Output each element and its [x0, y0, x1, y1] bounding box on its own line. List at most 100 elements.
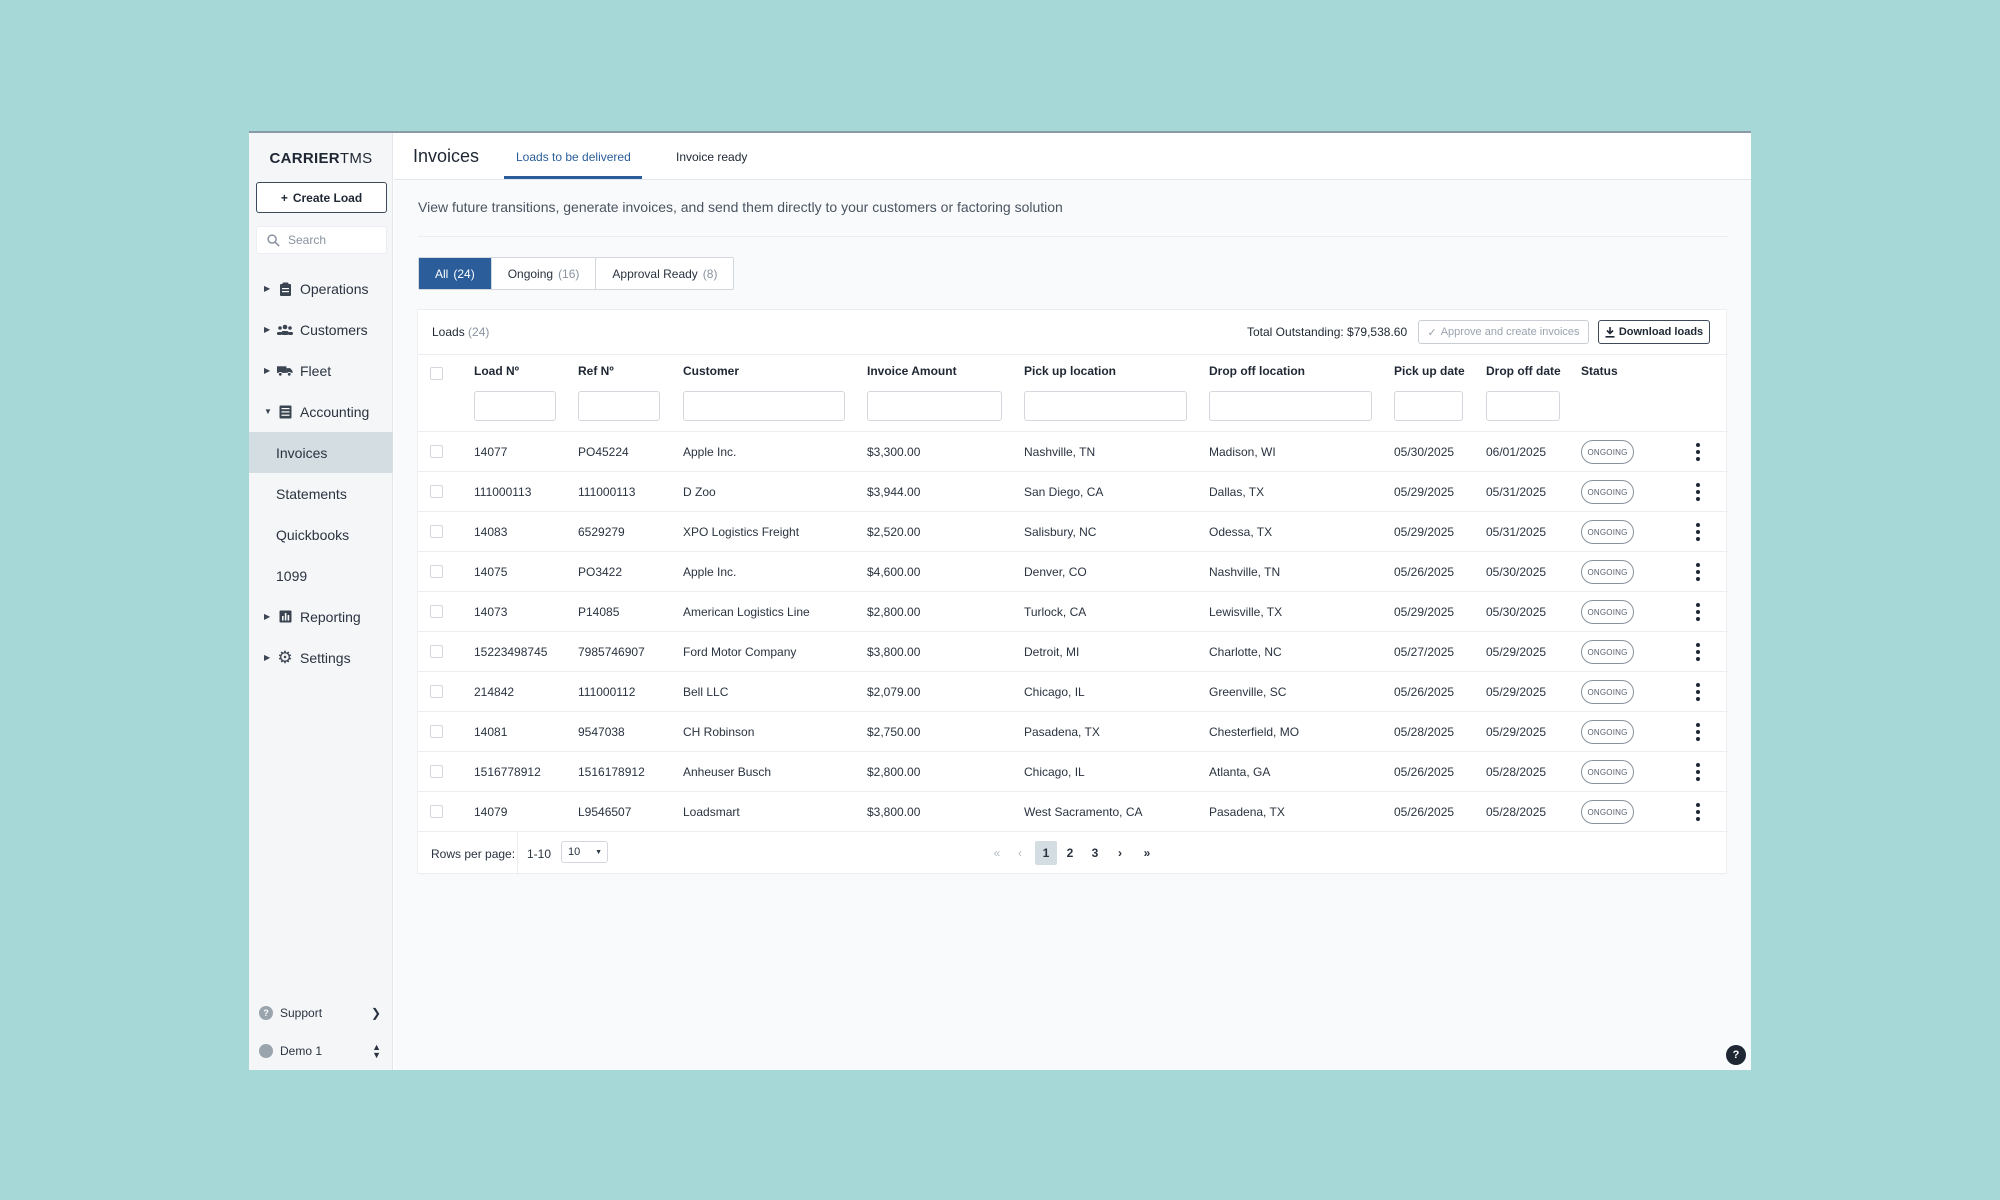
ref-number-cell: PO3422	[578, 565, 623, 579]
status-badge: ONGOING	[1581, 600, 1634, 624]
table-row[interactable]: 14079 L9546507 Loadsmart $3,800.00 West Sacr…	[418, 791, 1728, 831]
sidebar-item-settings[interactable]: ▶ ⚙ Settings	[264, 647, 351, 667]
more-options-icon[interactable]	[1695, 803, 1701, 821]
create-load-button[interactable]: + Create Load	[256, 182, 387, 213]
caret-right-icon: ▶	[264, 325, 271, 334]
page-2-button[interactable]: 2	[1066, 846, 1074, 860]
status-badge: ONGOING	[1581, 640, 1634, 664]
search-input[interactable]: Search	[256, 226, 387, 254]
more-options-icon[interactable]	[1695, 443, 1701, 461]
page-1-button[interactable]: 1	[1035, 841, 1057, 865]
pickup-location-cell: Detroit, MI	[1024, 645, 1080, 659]
invoice-amount-cell: $2,520.00	[867, 525, 921, 539]
row-checkbox[interactable]	[430, 525, 443, 538]
page-3-button[interactable]: 3	[1091, 846, 1099, 860]
page-size-select[interactable]: 10 ▼	[561, 841, 608, 863]
more-options-icon[interactable]	[1695, 723, 1701, 741]
column-header[interactable]: Drop off date	[1486, 364, 1561, 378]
column-header[interactable]: Status	[1581, 364, 1618, 378]
ref-number-filter-input[interactable]	[578, 391, 660, 421]
divider	[517, 832, 518, 875]
select-all-checkbox[interactable]	[430, 367, 443, 380]
dropoff-location-filter-input[interactable]	[1209, 391, 1372, 421]
column-header[interactable]: Customer	[683, 364, 740, 378]
load-number-cell: 14075	[474, 565, 508, 579]
more-options-icon[interactable]	[1695, 683, 1701, 701]
column-header[interactable]: Pick up date	[1394, 364, 1465, 378]
table-row[interactable]: 1516778912 1516178912 Anheuser Busch $2,800…	[418, 751, 1728, 791]
row-checkbox[interactable]	[430, 645, 443, 658]
table-row[interactable]: 14075 PO3422 Apple Inc. $4,600.00 Denver, CO…	[418, 551, 1728, 591]
sidebar-item-operations[interactable]: ▶ Operations	[264, 280, 369, 297]
column-header[interactable]: Drop off location	[1209, 364, 1305, 378]
support-link[interactable]: ? Support ❯	[249, 998, 393, 1028]
first-page-button[interactable]: «	[993, 846, 1001, 860]
dropoff-location-cell: Chesterfield, MO	[1209, 725, 1300, 739]
dropoff-location-cell: Madison, WI	[1209, 445, 1276, 459]
row-checkbox[interactable]	[430, 485, 443, 498]
filter-all-button[interactable]: All (24)	[419, 258, 492, 289]
column-header[interactable]: Pick up location	[1024, 364, 1117, 378]
approve-create-invoices-button[interactable]: ✓ Approve and create invoices	[1418, 320, 1589, 344]
filter-ongoing-button[interactable]: Ongoing (16)	[492, 258, 597, 289]
table-row[interactable]: 14077 PO45224 Apple Inc. $3,300.00 Nashville…	[418, 431, 1728, 471]
row-checkbox[interactable]	[430, 565, 443, 578]
dropoff-location-cell: Charlotte, NC	[1209, 645, 1282, 659]
sidebar-item-accounting[interactable]: ▼ Accounting	[264, 403, 370, 420]
help-icon[interactable]: ?	[1726, 1045, 1746, 1065]
sidebar-item-1099[interactable]: 1099	[276, 567, 308, 584]
table-row[interactable]: 111000113 111000113 D Zoo $3,944.00 San Dieg…	[418, 471, 1728, 511]
pickup-date-cell: 05/29/2025	[1394, 605, 1455, 619]
table-row[interactable]: 14081 9547038 CH Robinson $2,750.00 Pasadena…	[418, 711, 1728, 751]
row-checkbox[interactable]	[430, 725, 443, 738]
pickup-location-cell: Salisbury, NC	[1024, 525, 1097, 539]
table-row[interactable]: 214842 111000112 Bell LLC $2,079.00 Chicago,…	[418, 671, 1728, 711]
load-number-cell: 15223498745	[474, 645, 548, 659]
more-options-icon[interactable]	[1695, 563, 1701, 581]
column-header[interactable]: Invoice Amount	[867, 364, 957, 378]
pickup-location-filter-input[interactable]	[1024, 391, 1187, 421]
column-header[interactable]: Load Nº	[474, 364, 520, 378]
status-badge: ONGOING	[1581, 760, 1634, 784]
tab-invoice-ready[interactable]: Invoice ready	[676, 150, 748, 164]
dropoff-location-cell: Greenville, SC	[1209, 685, 1287, 699]
sidebar-item-statements[interactable]: Statements	[276, 485, 347, 502]
table-row[interactable]: 14073 P14085 American Logistics Line $2,800…	[418, 591, 1728, 631]
next-page-button[interactable]: ›	[1118, 846, 1122, 860]
download-loads-button[interactable]: Download loads	[1598, 320, 1710, 344]
user-menu[interactable]: Demo 1 ▲ ▼	[249, 1036, 393, 1066]
more-options-icon[interactable]	[1695, 603, 1701, 621]
more-options-icon[interactable]	[1695, 483, 1701, 501]
divider	[418, 236, 1728, 237]
clipboard-icon	[277, 281, 293, 297]
customer-filter-input[interactable]	[683, 391, 845, 421]
sidebar-item-quickbooks[interactable]: Quickbooks	[276, 526, 350, 543]
prev-page-button[interactable]: ‹	[1018, 846, 1022, 860]
row-checkbox[interactable]	[430, 765, 443, 778]
load-number-cell: 111000113	[474, 485, 532, 499]
more-options-icon[interactable]	[1695, 763, 1701, 781]
sidebar-item-fleet[interactable]: ▶ Fleet	[264, 362, 332, 379]
dropoff-date-filter-input[interactable]	[1486, 391, 1560, 421]
row-checkbox[interactable]	[430, 605, 443, 618]
row-checkbox[interactable]	[430, 805, 443, 818]
pickup-date-filter-input[interactable]	[1394, 391, 1463, 421]
tab-loads-to-be-delivered[interactable]: Loads to be delivered	[516, 150, 631, 164]
customer-cell: Apple Inc.	[683, 565, 737, 579]
column-header[interactable]: Ref Nº	[578, 364, 614, 378]
load-number-filter-input[interactable]	[474, 391, 556, 421]
invoice-amount-filter-input[interactable]	[867, 391, 1002, 421]
sidebar-item-invoices[interactable]: Invoices	[249, 432, 393, 473]
logo: CARRIERTMS	[269, 150, 373, 167]
table-row[interactable]: 14083 6529279 XPO Logistics Freight $2,520.…	[418, 511, 1728, 551]
table-row[interactable]: 15223498745 7985746907 Ford Motor Company $…	[418, 631, 1728, 671]
sidebar-item-customers[interactable]: ▶ Customers	[264, 321, 368, 338]
filter-approval-ready-button[interactable]: Approval Ready (8)	[612, 266, 718, 281]
row-checkbox[interactable]	[430, 685, 443, 698]
more-options-icon[interactable]	[1695, 643, 1701, 661]
sidebar-item-reporting[interactable]: ▶ Reporting	[264, 608, 361, 625]
last-page-button[interactable]: »	[1143, 846, 1151, 860]
row-checkbox[interactable]	[430, 445, 443, 458]
more-options-icon[interactable]	[1695, 523, 1701, 541]
page-title: Invoices	[413, 146, 480, 166]
